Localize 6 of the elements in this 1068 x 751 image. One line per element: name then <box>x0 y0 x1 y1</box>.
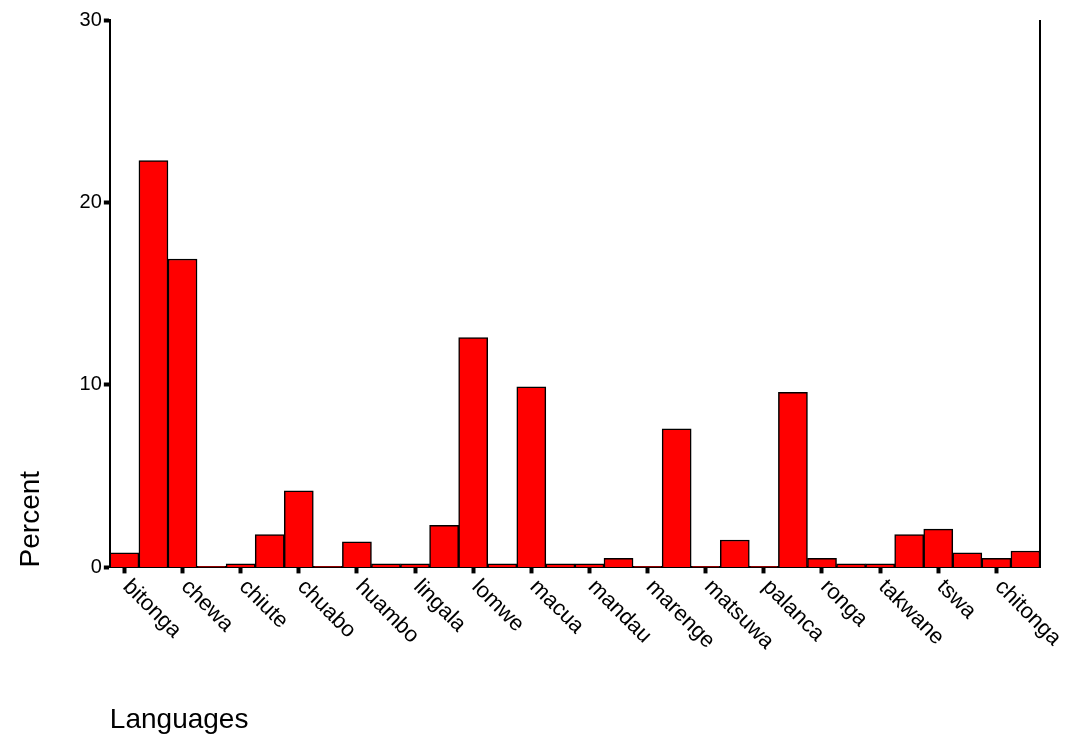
y-axis-title: Percent <box>13 470 45 568</box>
y-tick-label: 0 <box>90 554 102 577</box>
x-axis-title: Languages <box>109 702 249 734</box>
y-tick-label: 10 <box>79 372 102 395</box>
y-tick-label: 20 <box>79 189 102 212</box>
y-tick-label: 30 <box>79 7 102 30</box>
